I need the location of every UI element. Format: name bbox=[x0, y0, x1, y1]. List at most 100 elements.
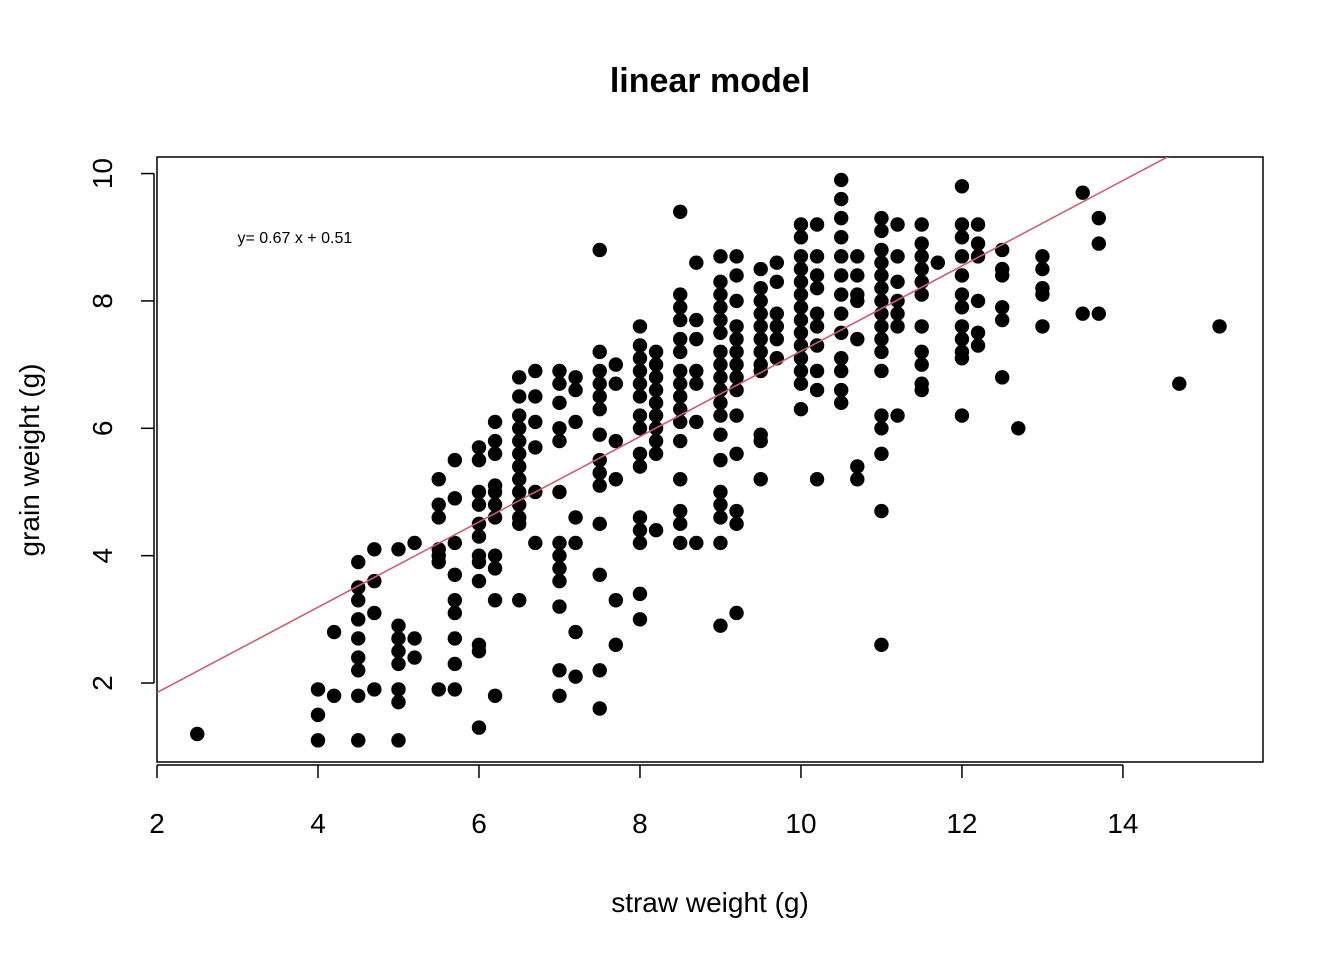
data-point bbox=[431, 510, 446, 525]
data-point bbox=[834, 268, 849, 283]
data-point bbox=[391, 694, 406, 710]
data-point bbox=[890, 408, 905, 423]
data-point bbox=[447, 491, 463, 506]
data-point bbox=[552, 561, 567, 576]
data-point bbox=[512, 421, 527, 436]
data-point bbox=[713, 497, 728, 512]
data-point bbox=[512, 408, 527, 423]
data-point bbox=[713, 344, 728, 360]
data-point bbox=[512, 497, 527, 512]
data-point bbox=[1075, 306, 1090, 321]
data-point bbox=[753, 344, 768, 360]
data-point bbox=[512, 389, 527, 404]
data-point bbox=[367, 605, 382, 621]
data-point bbox=[487, 446, 503, 461]
data-point bbox=[970, 217, 986, 232]
data-point bbox=[874, 363, 889, 379]
data-point bbox=[970, 236, 986, 251]
data-point bbox=[834, 306, 849, 321]
data-point bbox=[793, 230, 809, 245]
data-point bbox=[809, 306, 825, 321]
data-point bbox=[592, 389, 607, 404]
data-point bbox=[753, 331, 768, 347]
data-point bbox=[512, 516, 527, 532]
data-point bbox=[391, 618, 406, 633]
data-point bbox=[793, 300, 809, 315]
data-point bbox=[850, 268, 865, 283]
data-point bbox=[391, 656, 406, 672]
data-point bbox=[351, 631, 366, 646]
data-point bbox=[769, 255, 785, 270]
data-point bbox=[874, 268, 889, 283]
data-point bbox=[874, 421, 889, 436]
data-point bbox=[592, 242, 607, 258]
equation-annotation: y= 0.67 x + 0.51 bbox=[237, 230, 352, 247]
data-point bbox=[552, 421, 567, 436]
data-point bbox=[512, 446, 527, 461]
data-point bbox=[310, 733, 326, 748]
data-point bbox=[834, 363, 849, 379]
data-point bbox=[632, 338, 648, 353]
data-point bbox=[552, 688, 567, 703]
x-tick-label: 6 bbox=[471, 808, 487, 839]
data-point bbox=[729, 331, 744, 347]
data-point bbox=[809, 472, 825, 487]
data-point bbox=[729, 293, 744, 309]
data-point bbox=[632, 319, 648, 334]
data-point bbox=[552, 663, 567, 678]
data-point bbox=[673, 376, 688, 391]
data-point bbox=[713, 484, 728, 500]
data-point bbox=[632, 522, 648, 538]
data-point bbox=[874, 223, 889, 239]
data-point bbox=[391, 643, 406, 659]
data-point bbox=[729, 344, 744, 360]
data-point bbox=[391, 733, 406, 748]
data-point bbox=[994, 300, 1010, 315]
data-point bbox=[769, 274, 785, 290]
data-point bbox=[834, 351, 849, 366]
data-point bbox=[970, 293, 986, 309]
data-point bbox=[713, 249, 728, 264]
x-axis-label: straw weight (g) bbox=[611, 887, 809, 918]
data-point bbox=[874, 242, 889, 258]
data-point bbox=[954, 300, 970, 315]
data-point bbox=[914, 344, 929, 360]
data-point bbox=[608, 637, 624, 653]
data-point bbox=[689, 312, 704, 328]
data-point bbox=[673, 344, 688, 360]
data-point bbox=[793, 249, 809, 264]
data-point bbox=[568, 382, 583, 398]
data-point bbox=[568, 624, 583, 640]
data-point bbox=[914, 287, 929, 302]
data-point bbox=[689, 331, 704, 347]
data-point bbox=[689, 255, 704, 270]
data-point bbox=[568, 510, 583, 525]
data-point bbox=[512, 593, 527, 608]
data-point bbox=[970, 325, 986, 340]
data-point bbox=[970, 249, 986, 264]
data-point bbox=[809, 217, 825, 232]
data-point bbox=[713, 395, 728, 411]
data-point bbox=[632, 408, 648, 423]
data-point bbox=[1212, 319, 1227, 334]
data-point bbox=[407, 631, 422, 646]
data-point bbox=[689, 376, 704, 391]
data-point bbox=[970, 338, 986, 353]
data-point bbox=[351, 663, 366, 678]
data-point bbox=[552, 535, 567, 551]
data-point bbox=[874, 503, 889, 519]
data-point bbox=[471, 554, 487, 570]
data-point bbox=[673, 331, 688, 347]
data-point bbox=[487, 548, 503, 563]
data-point bbox=[1091, 306, 1106, 321]
data-point bbox=[608, 376, 624, 391]
data-point bbox=[632, 351, 648, 366]
data-point bbox=[729, 357, 744, 372]
data-point bbox=[834, 287, 849, 302]
data-point bbox=[431, 554, 446, 570]
data-point bbox=[447, 682, 463, 697]
data-point bbox=[447, 593, 463, 608]
data-point bbox=[954, 179, 970, 194]
data-point bbox=[1091, 236, 1106, 251]
data-point bbox=[487, 510, 503, 525]
